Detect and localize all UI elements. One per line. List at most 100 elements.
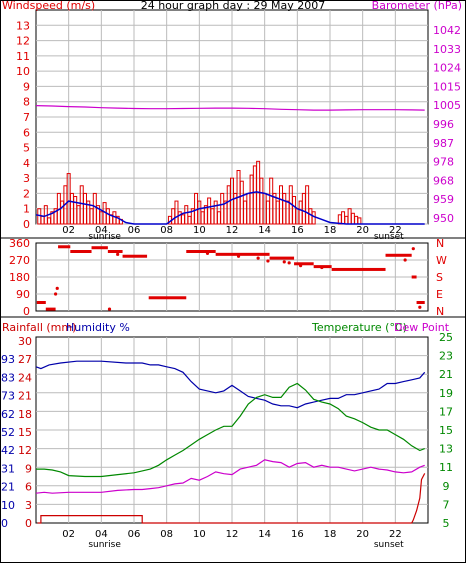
wind-tick-label: 1 <box>23 203 30 216</box>
climate-x-tick-label: 10 <box>193 529 206 540</box>
sunset-label-bottom: sunset <box>374 540 404 550</box>
direction-tick-label: 90 <box>16 288 30 301</box>
wind-avg-line <box>35 191 425 225</box>
direction-segment <box>331 267 386 271</box>
temperature-tick-label: 23 <box>439 350 453 363</box>
direction-point <box>54 292 58 296</box>
climate-x-tick-label: 12 <box>226 529 239 540</box>
rainfall-line <box>37 473 426 524</box>
direction-compass-label: S <box>436 271 443 284</box>
barometer-tick-label: 1042 <box>433 24 461 37</box>
direction-point <box>236 254 241 258</box>
wind-tick-label: 5 <box>23 142 30 155</box>
temperature-tick-label: 7 <box>443 498 450 511</box>
direction-segment <box>107 250 123 253</box>
humidity-line <box>35 360 426 409</box>
barometer-tick-label: 1015 <box>433 80 461 93</box>
temperature-tick-label: 5 <box>443 517 450 530</box>
wind-tick-label: 4 <box>23 157 30 170</box>
direction-point <box>320 265 324 270</box>
climate-x-tick-label: 06 <box>128 529 141 540</box>
rain-tick-label: 9 <box>25 462 32 475</box>
humidity-tick-label: 93 <box>1 353 15 366</box>
wind-tick-label: 9 <box>23 80 30 93</box>
wind-tick-label: 2 <box>23 187 30 200</box>
barometer-axis-label: Barometer (hPa) <box>372 0 462 12</box>
wind-tick-label: 11 <box>16 50 30 63</box>
direction-point <box>411 247 415 251</box>
wind-tick-label: 7 <box>23 111 30 124</box>
wind-x-tick-label: 22 <box>389 225 402 236</box>
wind-tick-label: 8 <box>23 96 30 109</box>
barometer-tick-label: 959 <box>433 193 454 206</box>
rain-tick-label: 3 <box>25 499 32 512</box>
rainfall-axis-label: Rainfall (mm) <box>2 321 76 334</box>
climate-x-tick-label: 04 <box>95 529 108 540</box>
wind-bar <box>305 185 310 225</box>
direction-compass-label: N <box>436 237 444 250</box>
direction-segment <box>91 246 108 250</box>
wind-bar <box>184 205 189 225</box>
dewpoint-axis-label: Dew Point <box>394 321 450 334</box>
direction-compass-label: W <box>436 254 447 267</box>
barometer-tick-label: 996 <box>433 118 454 131</box>
direction-tick-label: 0 <box>23 305 30 318</box>
humidity-axis-label: Humidity % <box>66 321 130 334</box>
climate-x-tick-label: 18 <box>324 529 337 540</box>
sunrise-label-bottom: sunrise <box>88 540 121 550</box>
rain-tick-label: 12 <box>18 444 32 457</box>
sunset-label: sunset <box>374 232 404 242</box>
direction-point <box>116 252 120 256</box>
humidity-tick-label: 83 <box>1 371 15 384</box>
temperature-tick-label: 19 <box>439 387 453 400</box>
temperature-tick-label: 13 <box>439 443 453 456</box>
wind-tick-label: 13 <box>16 19 30 32</box>
rain-tick-label: 0 <box>25 517 32 530</box>
direction-point <box>418 305 422 309</box>
direction-segment <box>269 256 295 260</box>
climate-x-tick-label: 22 <box>389 529 402 540</box>
wind-bar <box>311 211 316 225</box>
direction-compass-label: N <box>436 305 444 318</box>
climate-x-tick-label: 02 <box>62 529 75 540</box>
temperature-tick-label: 17 <box>439 405 453 418</box>
barometer-tick-label: 968 <box>433 174 454 187</box>
humidity-tick-label: 73 <box>1 390 15 403</box>
rain-tick-label: 21 <box>18 390 32 403</box>
barometer-tick-label: 1024 <box>433 62 461 75</box>
wind-x-tick-label: 10 <box>193 225 206 236</box>
temperature-tick-label: 25 <box>439 331 453 344</box>
direction-segment <box>385 253 412 257</box>
wind-x-tick-label: 08 <box>160 225 173 236</box>
humidity-tick-label: 52 <box>1 426 15 439</box>
barometer-line <box>35 105 425 111</box>
temperature-tick-label: 21 <box>439 368 453 381</box>
wind-axis-label: Windspeed (m/s) <box>2 0 95 12</box>
climate-x-tick-label: 08 <box>160 529 173 540</box>
direction-segment <box>148 296 187 300</box>
temperature-tick-label: 9 <box>443 480 450 493</box>
wind-x-tick-label: 02 <box>62 225 75 236</box>
humidity-tick-label: 0 <box>1 517 8 530</box>
barometer-tick-label: 1033 <box>433 43 461 56</box>
rain-tick-label: 6 <box>25 481 32 494</box>
barometer-tick-label: 1005 <box>433 99 461 112</box>
wind-x-tick-label: 18 <box>324 225 337 236</box>
direction-tick-label: 180 <box>9 271 30 284</box>
temperature-axis-label: Temperature (°C) <box>311 321 407 334</box>
wind-tick-label: 12 <box>16 35 30 48</box>
wind-x-tick-label: 12 <box>226 225 239 236</box>
rain-tick-label: 18 <box>18 408 32 421</box>
direction-point <box>205 251 210 255</box>
barometer-tick-label: 987 <box>433 137 454 150</box>
direction-segment <box>122 254 148 258</box>
separator-1 <box>0 237 466 239</box>
chart-title: 24 hour graph day : 29 May 2007 <box>141 0 326 12</box>
dewpoint-line <box>35 459 425 494</box>
direction-point <box>266 259 270 263</box>
direction-point <box>256 256 260 260</box>
rain-tick-label: 30 <box>18 335 32 348</box>
climate-x-tick-label: 14 <box>258 529 271 540</box>
direction-point <box>287 261 291 265</box>
